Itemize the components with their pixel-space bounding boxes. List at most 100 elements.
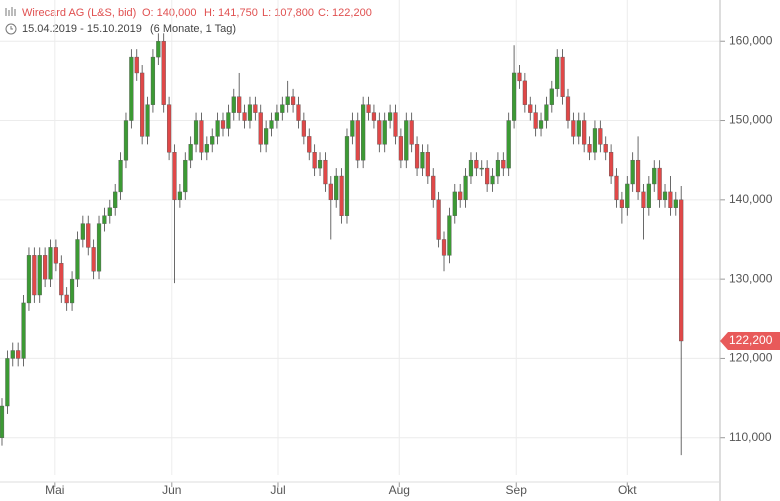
candle-body [307, 136, 312, 153]
candle-body [371, 112, 377, 121]
candle-body [652, 167, 657, 185]
candle-body [576, 120, 581, 137]
candle-body [495, 159, 501, 177]
candle-body [96, 223, 102, 272]
candle-body [479, 167, 484, 170]
candle-body [43, 255, 48, 280]
candle-body [625, 183, 630, 208]
candle-body [237, 96, 242, 113]
candle-body [501, 159, 506, 169]
candle-body [404, 120, 409, 161]
candle-body [339, 175, 344, 216]
high-label: H: 141,750 [204, 7, 258, 19]
candle-body [571, 120, 576, 137]
candle-body [123, 120, 129, 161]
date-range: 15.04.2019 - 15.10.2019 [22, 23, 142, 35]
candle-body [10, 350, 15, 359]
candle-body [657, 167, 662, 201]
candle-body [544, 104, 549, 121]
candle-body [377, 120, 382, 145]
candle-body [425, 152, 430, 177]
candle-body [69, 278, 75, 304]
candle-body [382, 120, 387, 145]
candle-body [37, 255, 42, 296]
candle-body [587, 144, 592, 153]
x-tick-label: Okt [618, 483, 637, 497]
candle-body [603, 144, 608, 153]
candle-body [16, 350, 21, 359]
candle-body [441, 239, 447, 256]
candle-body [247, 104, 253, 121]
candle-body [436, 199, 441, 240]
candle-body [269, 120, 274, 129]
candle-body [183, 159, 188, 193]
candle-body [145, 104, 150, 137]
candle-body [118, 159, 123, 193]
candle-body [59, 263, 64, 296]
candle-body [619, 199, 624, 208]
x-tick-label: Aug [389, 483, 410, 497]
y-tick-label: 110,000 [729, 430, 772, 444]
candle-body [204, 144, 209, 153]
candle-body [458, 191, 463, 201]
candle-body [447, 215, 452, 256]
header-icon [5, 7, 17, 35]
candle-body [301, 120, 306, 137]
candle-body [134, 56, 139, 74]
candle-body [388, 112, 393, 121]
candle-body [414, 144, 420, 169]
candle-body [560, 56, 565, 97]
candle-body [468, 159, 474, 177]
candle-body [312, 152, 317, 169]
candle-body [296, 104, 301, 121]
candle-body [156, 41, 161, 58]
candle-body [150, 56, 156, 105]
candle-body [355, 120, 360, 161]
candle-body [366, 104, 371, 113]
candle-body [528, 104, 533, 113]
candle-body [280, 104, 285, 113]
candle-body [511, 72, 517, 121]
candle-body [64, 294, 69, 304]
candle-body [328, 183, 333, 201]
candle-body [582, 120, 587, 145]
candle-body [258, 112, 263, 145]
y-tick-label: 160,000 [729, 33, 773, 47]
candle-body [26, 255, 32, 304]
candle-body [188, 144, 193, 161]
candle-body [166, 104, 172, 153]
candle-body [614, 175, 619, 201]
close-label: C: 122,200 [318, 7, 372, 19]
candle-body [679, 199, 684, 342]
candle-body [210, 136, 215, 145]
candle-body [549, 88, 554, 105]
candle-body [506, 120, 511, 169]
candle-body [431, 175, 436, 201]
candle-body [662, 191, 668, 201]
candle-body [53, 247, 58, 264]
candle-body [0, 405, 5, 438]
candle-body [592, 128, 598, 153]
candle-body [32, 255, 37, 296]
candle-body [635, 159, 641, 193]
candle-body [668, 191, 673, 208]
candle-body [463, 175, 468, 201]
candle-body [129, 56, 134, 121]
candle-body [91, 247, 96, 272]
candle-body [177, 191, 182, 201]
candle-body [565, 96, 571, 121]
candle-body [226, 112, 231, 129]
candle-body [107, 207, 112, 216]
candle-body [161, 41, 166, 105]
y-tick-label: 150,000 [729, 113, 773, 127]
candle-body [522, 80, 527, 105]
candle-body [86, 223, 91, 248]
candle-body [538, 120, 544, 129]
candle-body [140, 72, 145, 137]
last-price-label: 122,200 [729, 333, 773, 347]
candle-body [420, 152, 425, 169]
candle-body [398, 136, 403, 161]
candle-body [290, 96, 296, 105]
candle-body [75, 239, 80, 280]
